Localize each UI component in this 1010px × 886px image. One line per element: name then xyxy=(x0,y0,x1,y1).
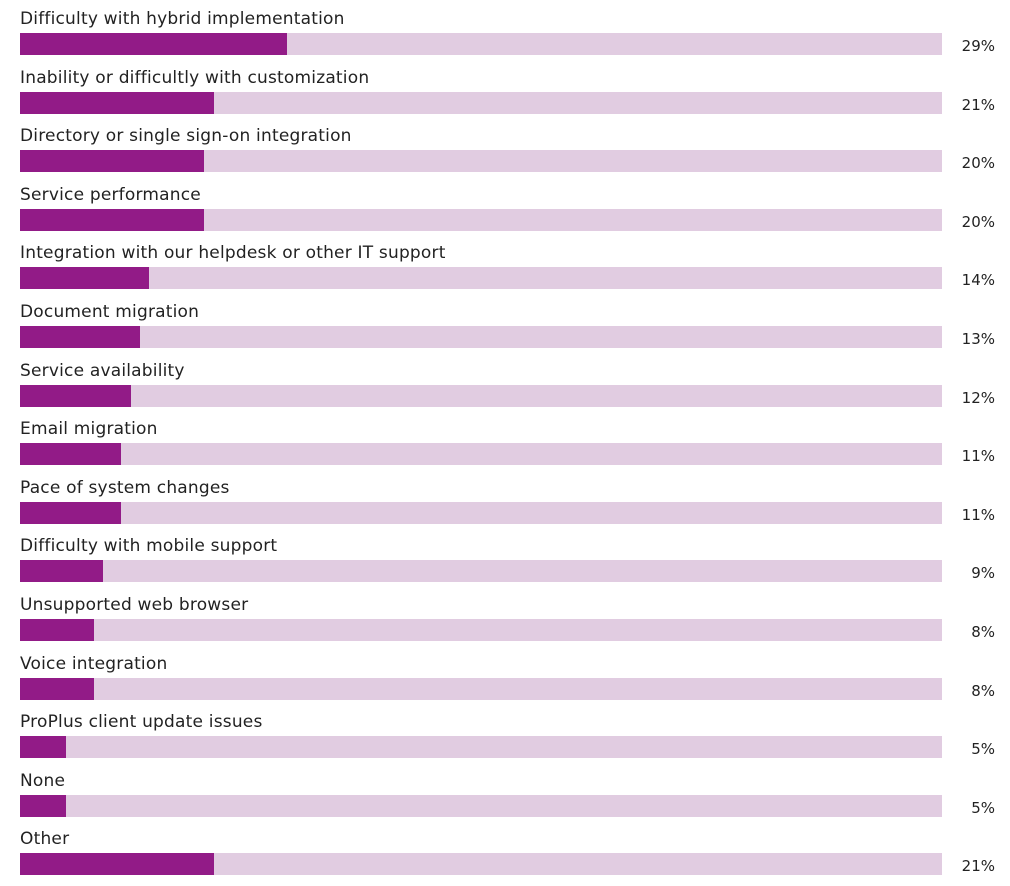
bar-track xyxy=(20,267,942,290)
bar-track xyxy=(20,794,942,817)
bar-value-label: 20% xyxy=(961,212,995,231)
bar-category-label: Unsupported web browser xyxy=(20,595,249,615)
bar-fill xyxy=(20,150,205,173)
bar-value-label: 12% xyxy=(961,388,995,407)
bar-value-label: 21% xyxy=(961,95,995,114)
bar-category-label: Difficulty with mobile support xyxy=(20,536,278,557)
bar-track xyxy=(20,619,942,641)
bar-value-label: 8% xyxy=(971,623,995,641)
bar-row: Document migration 13% xyxy=(0,301,1010,359)
bar-row: Difficulty with hybrid implementation 29% xyxy=(0,8,1010,66)
bar-value-label: 20% xyxy=(961,154,995,173)
bar-fill xyxy=(20,326,140,348)
bar-category-label: Service performance xyxy=(20,184,201,205)
bar-category-label: Inability or difficultly with customizat… xyxy=(20,67,370,88)
bar-category-label: Voice integration xyxy=(20,653,168,674)
bar-fill xyxy=(20,501,122,524)
bar-value-label: 9% xyxy=(971,564,995,583)
bar-row: Service performance 20% xyxy=(0,184,1010,242)
bar-value-label: 8% xyxy=(971,681,995,700)
bar-row: Email migration 11% xyxy=(0,418,1010,476)
bar-fill xyxy=(20,91,214,114)
bar-category-label: Other xyxy=(20,829,70,850)
bar-track xyxy=(20,150,942,173)
bar-fill xyxy=(20,33,288,55)
bar-fill xyxy=(20,208,205,231)
bar-value-label: 29% xyxy=(961,37,995,55)
bar-fill xyxy=(20,267,150,290)
bar-track xyxy=(20,853,942,876)
bar-row: Difficulty with mobile support 9% xyxy=(0,535,1010,593)
bar-row: Voice integration 8% xyxy=(0,653,1010,711)
bar-track xyxy=(20,326,942,348)
bar-row: Service availability 12% xyxy=(0,360,1010,418)
bar-value-label: 21% xyxy=(961,857,995,876)
bar-value-label: 11% xyxy=(961,447,995,466)
bar-fill xyxy=(20,736,67,759)
bar-value-label: 5% xyxy=(971,740,995,759)
bar-category-label: Difficulty with hybrid implementation xyxy=(20,9,345,29)
bar-value-label: 13% xyxy=(961,330,995,348)
bar-track xyxy=(20,560,942,583)
bar-category-label: None xyxy=(20,770,66,791)
bar-row: Other 21% xyxy=(0,828,1010,886)
bar-row: ProPlus client update issues 5% xyxy=(0,711,1010,769)
bar-row: Unsupported web browser 8% xyxy=(0,594,1010,652)
bar-track xyxy=(20,736,942,759)
bar-category-label: ProPlus client update issues xyxy=(20,712,263,733)
bar-category-label: Pace of system changes xyxy=(20,477,230,498)
bar-row: Inability or difficultly with customizat… xyxy=(0,67,1010,125)
bar-fill xyxy=(20,794,67,817)
bar-row: None 5% xyxy=(0,770,1010,828)
bar-fill xyxy=(20,384,131,407)
bar-track xyxy=(20,443,942,466)
bar-category-label: Email migration xyxy=(20,419,158,440)
bar-fill xyxy=(20,853,214,876)
bar-track xyxy=(20,208,942,231)
bar-category-label: Document migration xyxy=(20,302,200,322)
bar-track xyxy=(20,91,942,114)
bar-track xyxy=(20,384,942,407)
bar-row: Pace of system changes 11% xyxy=(0,477,1010,535)
bar-row: Directory or single sign-on integration 2… xyxy=(0,125,1010,183)
bar-fill xyxy=(20,677,94,700)
bar-category-label: Directory or single sign-on integration xyxy=(20,126,352,147)
bar-fill xyxy=(20,560,103,583)
bar-track xyxy=(20,501,942,524)
bar-category-label: Service availability xyxy=(20,360,185,381)
bar-category-label: Integration with our helpdesk or other I… xyxy=(20,243,446,264)
bar-value-label: 11% xyxy=(961,505,995,524)
bar-track xyxy=(20,677,942,700)
bar-fill xyxy=(20,443,122,466)
bar-row: Integration with our helpdesk or other I… xyxy=(0,242,1010,300)
bar-value-label: 5% xyxy=(971,798,995,817)
bar-fill xyxy=(20,619,94,641)
bar-track xyxy=(20,33,942,55)
bar-value-label: 14% xyxy=(961,271,995,290)
